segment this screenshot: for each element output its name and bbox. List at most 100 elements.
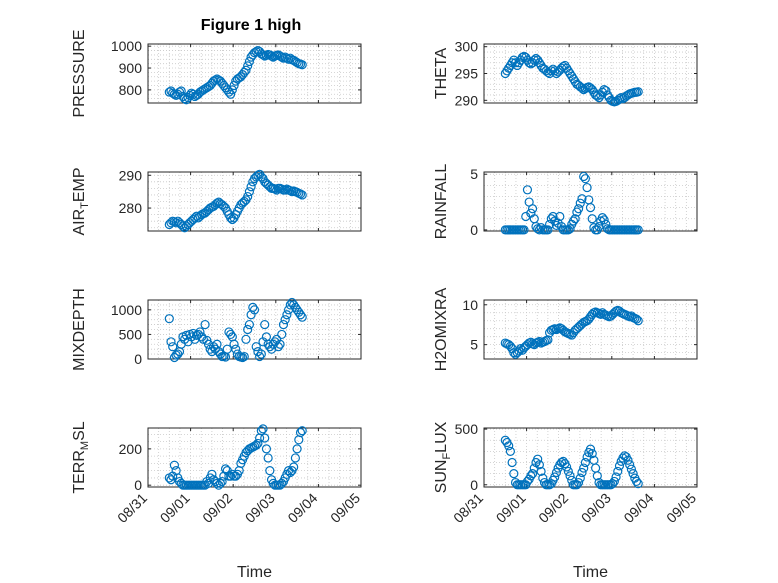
data-point (258, 50, 268, 60)
data-point (289, 462, 299, 472)
data-point (550, 472, 560, 482)
data-point (562, 462, 572, 472)
y-tick-label: 290 (455, 92, 479, 108)
data-point (297, 312, 307, 322)
data-point (282, 53, 292, 63)
y-tick-label: 290 (119, 167, 143, 183)
data-point (241, 334, 251, 344)
x-tick-label: 09/04 (620, 490, 656, 526)
data-point (263, 453, 273, 463)
data-point (505, 446, 516, 456)
y-tick-label: 0 (470, 222, 478, 238)
data-point (295, 310, 306, 320)
data-point (251, 342, 261, 352)
x-axis-label: Time (237, 564, 272, 581)
y-axis-label: RAINFALL (433, 164, 450, 240)
y-tick-label: 280 (119, 200, 143, 216)
data-point (551, 220, 562, 231)
data-point (633, 316, 643, 326)
data-point (582, 182, 592, 193)
data-point (251, 440, 261, 450)
data-point (527, 204, 538, 214)
data-point (195, 327, 205, 337)
data-point (522, 185, 533, 195)
data-point (596, 309, 606, 319)
data-point (248, 302, 258, 312)
axis-frame (147, 171, 362, 232)
data-point (517, 52, 527, 63)
data-point (256, 426, 266, 436)
y-tick-label: 1000 (111, 38, 142, 54)
x-tick-label: 09/03 (242, 490, 278, 526)
data-point (504, 441, 514, 451)
data-point (587, 214, 597, 224)
data-point (226, 213, 236, 223)
y-tick-label: 0 (470, 477, 478, 493)
data-point (575, 473, 585, 483)
data-point (633, 225, 643, 235)
data-point (510, 58, 521, 68)
data-point (215, 478, 226, 488)
x-tick-label: 09/05 (663, 490, 699, 526)
y-tick-label: 5 (470, 337, 478, 353)
y-tick-label: 500 (119, 326, 143, 342)
data-point (573, 204, 584, 214)
data-point (285, 300, 295, 310)
data-point (579, 171, 589, 182)
y-axis-label: MIXDEPTH (71, 288, 88, 371)
y-axis-label: AIRTEMP (71, 167, 91, 235)
figure-title: Figure 1 high (201, 17, 301, 34)
data-point (548, 211, 558, 222)
data-point (611, 472, 621, 482)
data-point (273, 342, 283, 352)
y-tick-label: 0 (134, 351, 142, 367)
data-point (580, 174, 590, 184)
axis-frame (483, 299, 698, 360)
data-point (565, 224, 575, 234)
x-tick-label: 08/31 (450, 490, 486, 526)
data-point (599, 215, 609, 225)
data-point (169, 460, 180, 470)
data-point (239, 351, 249, 362)
data-point (613, 466, 623, 477)
data-point (270, 184, 280, 194)
y-tick-label: 900 (119, 60, 143, 76)
subplot-theta: 290 295 300 THETA (433, 39, 698, 108)
data-point (533, 454, 543, 464)
subplot-h2omixra: 5 10 H2OMIXRA (433, 287, 698, 371)
data-point (260, 433, 270, 443)
data-point (534, 336, 544, 347)
data-point (261, 444, 272, 454)
data-point (297, 60, 307, 70)
data-point (278, 319, 289, 330)
data-point (173, 349, 183, 359)
subplot-terr: 08/31 09/01 09/02 09/03 09/04 09/05 0 200 TERRMS… (71, 421, 363, 581)
y-tick-label: 200 (119, 441, 143, 457)
subplot-air: 280 290 AIRTEMP (71, 167, 362, 236)
data-point (555, 211, 565, 222)
data-point (282, 310, 292, 320)
subplot-sun: 08/31 09/01 09/02 09/03 09/04 09/05 0 500SUNFLU… (433, 421, 699, 581)
data-point (594, 221, 604, 232)
data-point (580, 457, 590, 468)
y-axis-label: TERRMSL (71, 421, 91, 493)
x-tick-label: 09/01 (157, 490, 193, 526)
data-point (237, 352, 248, 363)
data-point (565, 471, 575, 481)
x-tick-label: 09/01 (493, 490, 529, 526)
data-point (243, 324, 253, 335)
data-point (200, 319, 210, 330)
data-point (633, 87, 643, 97)
y-axis-label: SUNFLUX (433, 421, 453, 493)
data-point (570, 214, 580, 224)
data-point (585, 203, 596, 213)
data-point (295, 427, 306, 438)
data-point (292, 444, 302, 454)
y-axis-label: H2OMIXRA (433, 287, 450, 371)
axis-frame (483, 427, 698, 488)
data-point (592, 471, 602, 481)
data-point (226, 471, 236, 481)
data-point (227, 85, 237, 95)
data-point (265, 466, 275, 476)
y-tick-label: 500 (455, 421, 479, 437)
